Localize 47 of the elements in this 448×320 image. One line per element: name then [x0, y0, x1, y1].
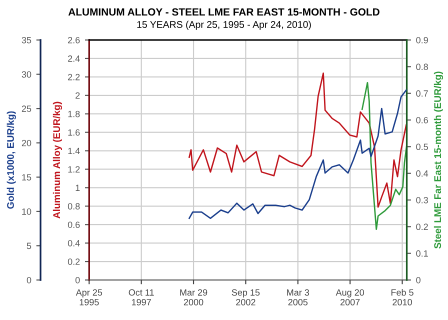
- y-tick-label: 1: [76, 184, 80, 191]
- y2-tick-label: 0.3: [416, 196, 428, 204]
- y2-tick-label: 0.1: [416, 250, 428, 257]
- y2-tick-label: 0.2: [416, 224, 428, 230]
- x-tick-label: Apr 25 1995: [76, 289, 102, 306]
- x-tick-label: Sep 15 2002: [232, 289, 260, 306]
- y-tick-label: 0: [75, 276, 80, 284]
- y2-tick-label: 0.5: [416, 144, 428, 150]
- y-tick-label: 2.2: [68, 74, 80, 80]
- y2-tick-label: 0.6: [416, 116, 428, 124]
- line-series: [188, 72, 407, 208]
- y-tick-label: 0.6: [68, 222, 80, 228]
- x-tick-label: Mar 29 2000: [180, 289, 208, 306]
- y-tick-label: 0.2: [68, 258, 80, 265]
- y2-axis-title: Steel LME Far East 15-month (EUR/kg): [434, 72, 444, 249]
- x-tick-label: Feb 5 2010: [391, 289, 414, 306]
- y-tick-label: 2.4: [68, 55, 80, 62]
- x-tick-label: Oct 11 1997: [128, 289, 154, 306]
- y-tick-label: 1.8: [68, 110, 80, 118]
- y2-tick-label: 0.7: [416, 90, 428, 97]
- y2-tick-label: 0.8: [416, 64, 428, 70]
- y-axis-title: Aluminum Alloy (EUR/kg): [52, 102, 62, 218]
- y3-tick-label: 5: [26, 242, 32, 250]
- y-tick-label: 2: [76, 92, 80, 99]
- y2-tick-label: 0: [416, 276, 420, 284]
- y-tick-label: 0.8: [68, 203, 80, 210]
- y2-tick-label: 0.9: [416, 36, 428, 44]
- y-tick-label: 1.2: [68, 166, 80, 172]
- x-tick-label: Aug 20 2007: [336, 289, 364, 306]
- y2-tick-label: 0.4: [416, 170, 428, 177]
- y3-tick-label: 25: [22, 106, 32, 112]
- y-tick-label: 0.4: [68, 240, 80, 246]
- y-tick-label: 1.4: [68, 148, 80, 154]
- chart-title: ALUMINUM ALLOY - STEEL LME FAR EAST 15-MONTH - GOLD: [68, 8, 380, 16]
- y-tick-label: 1.6: [68, 129, 80, 136]
- y3-axis-title: Gold (x1000, EUR/kg): [6, 111, 16, 209]
- y3-tick-label: 0: [26, 276, 32, 284]
- y3-tick-label: 10: [22, 208, 32, 215]
- y-tick-label: 2.6: [68, 36, 80, 44]
- y3-tick-label: 30: [22, 71, 32, 78]
- chart-subtitle: 15 YEARS (Apr 25, 1995 - Apr 24, 2010): [137, 20, 311, 30]
- y3-tick-label: 20: [22, 140, 32, 146]
- x-tick-label: Mar 3 2005: [287, 289, 310, 306]
- y3-tick-label: 35: [22, 36, 32, 44]
- line-series: [361, 82, 407, 230]
- line-series: [188, 89, 407, 219]
- y3-tick-label: 15: [22, 174, 32, 181]
